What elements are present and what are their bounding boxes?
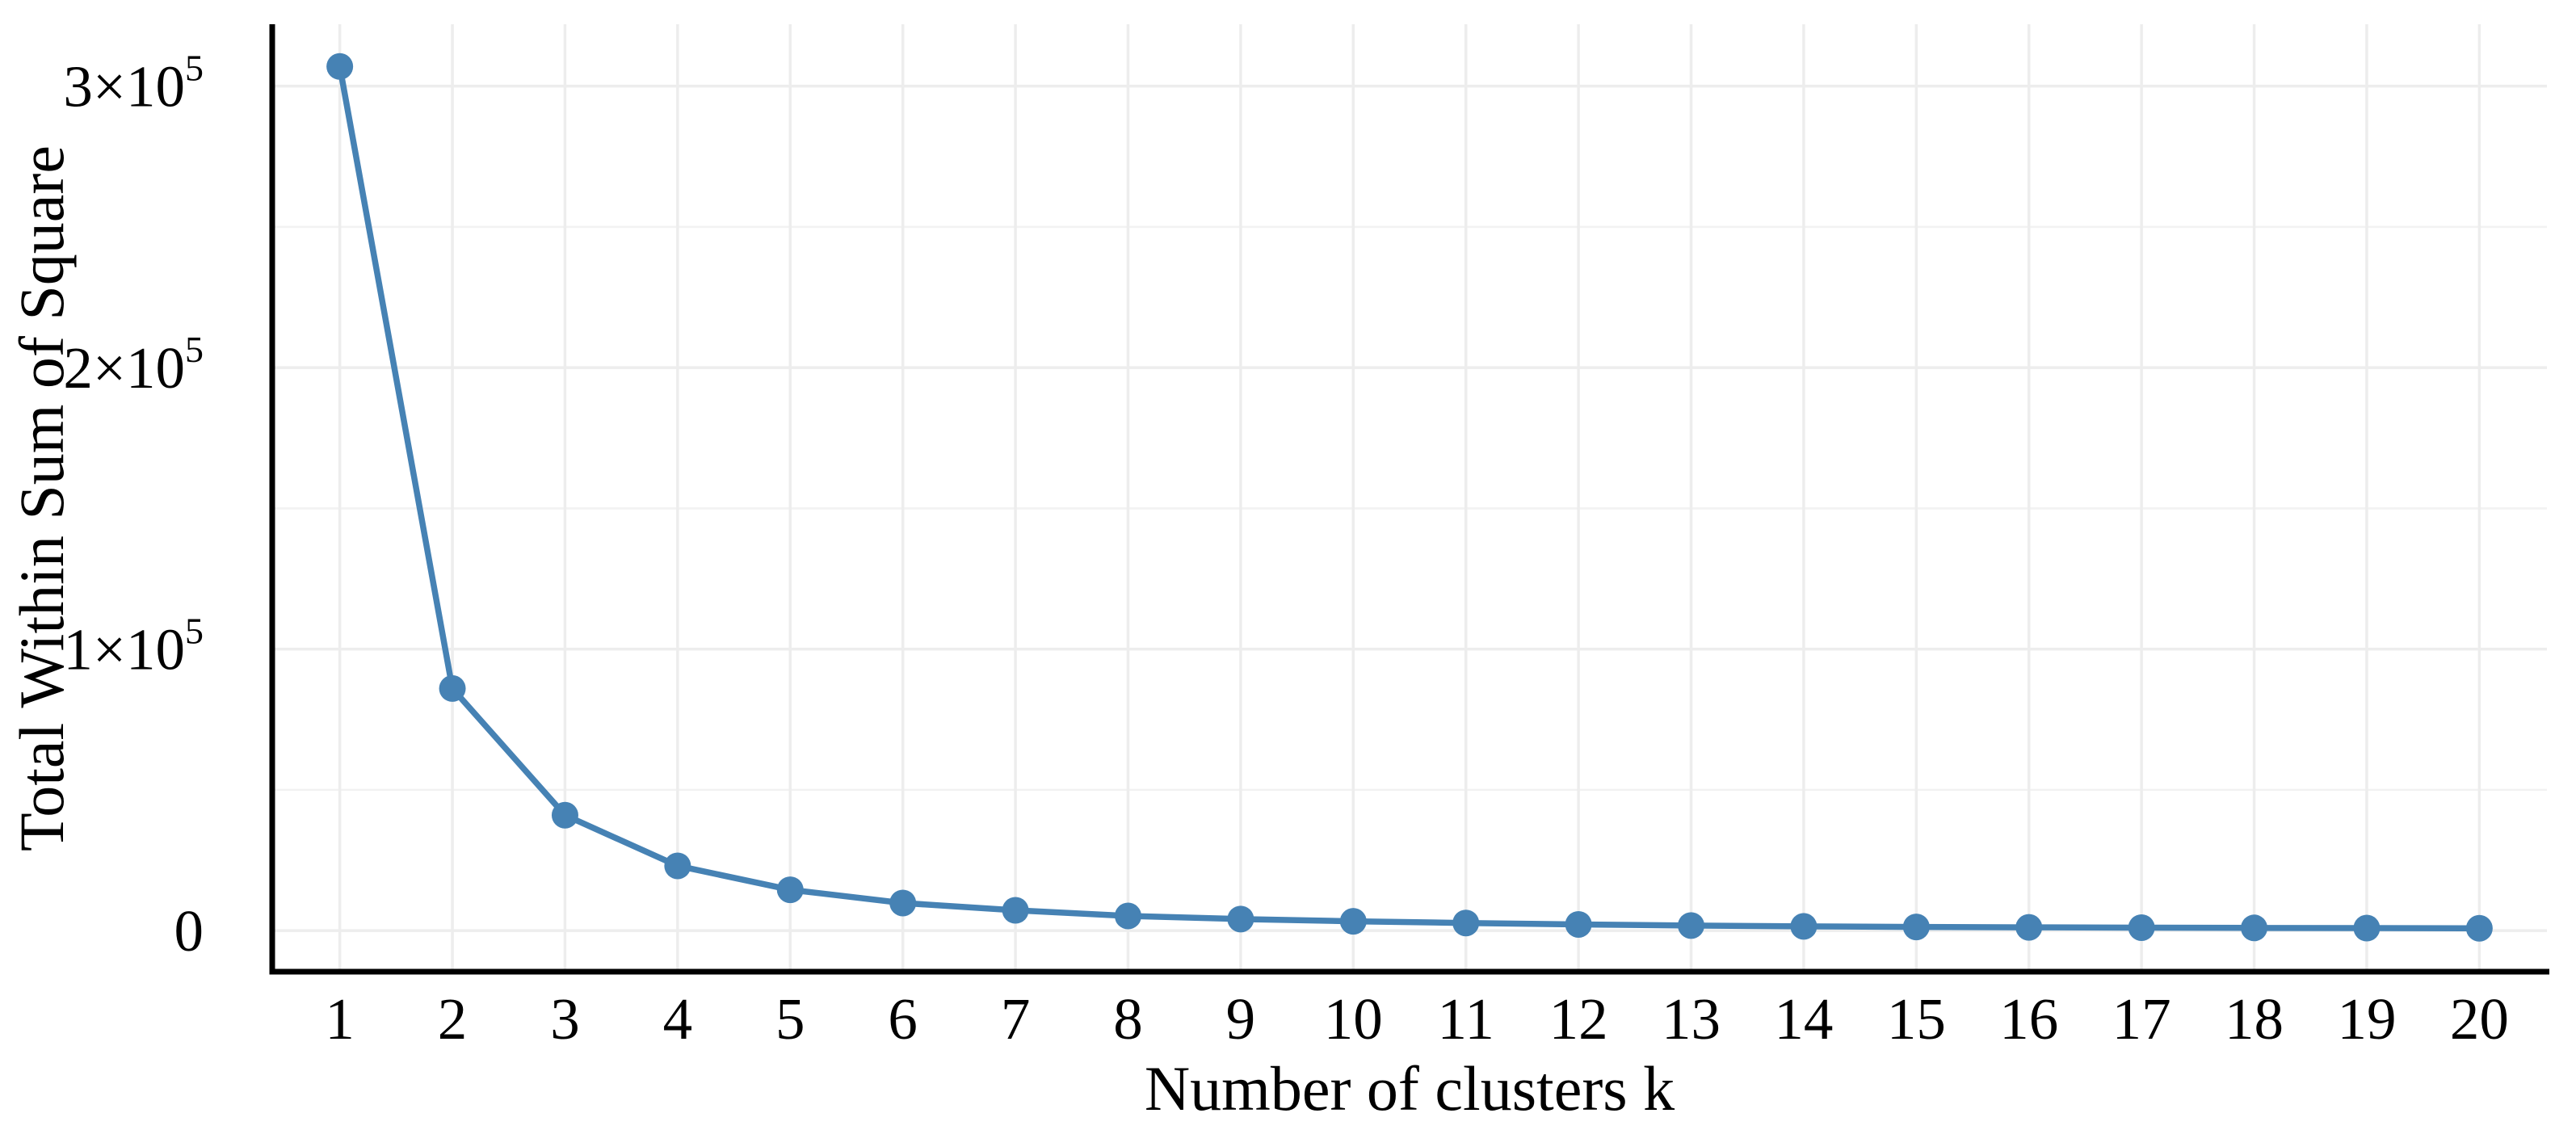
x-tick-label: 18 — [2225, 986, 2284, 1052]
x-tick-label: 9 — [1226, 986, 1256, 1052]
y-tick-label: 1×105 — [63, 611, 204, 683]
y-tick-label: 0 — [174, 898, 204, 964]
data-point — [664, 852, 691, 880]
x-tick-label: 3 — [550, 986, 580, 1052]
x-tick-label: 20 — [2450, 986, 2509, 1052]
data-point — [326, 53, 354, 80]
data-point — [1565, 910, 1592, 938]
data-point — [1114, 902, 1141, 930]
x-tick-label: 16 — [1999, 986, 2058, 1052]
x-tick-label: 15 — [1887, 986, 1946, 1052]
x-tick-label: 2 — [438, 986, 468, 1052]
wss-line — [336, 65, 2480, 932]
data-point — [1227, 905, 1254, 933]
axis-lines — [269, 24, 2549, 975]
x-tick-label: 6 — [888, 986, 918, 1052]
x-tick-label: 19 — [2337, 986, 2396, 1052]
data-point — [439, 674, 466, 702]
data-point — [2241, 914, 2268, 942]
x-tick-label: 4 — [663, 986, 693, 1052]
data-point — [1452, 909, 1480, 937]
data-point — [776, 876, 804, 904]
x-tick-label: 14 — [1774, 986, 1833, 1052]
data-point — [1790, 913, 1817, 940]
data-point — [2015, 914, 2043, 941]
x-tick-label: 1 — [325, 986, 355, 1052]
x-tick-label: 8 — [1113, 986, 1143, 1052]
x-tick-label: 17 — [2112, 986, 2171, 1052]
data-point — [1339, 908, 1367, 935]
x-axis-title: Number of clusters k — [1145, 1053, 1675, 1124]
data-point — [2128, 914, 2155, 941]
y-tick-label: 2×105 — [63, 329, 204, 401]
data-point — [2465, 914, 2493, 942]
data-point — [1902, 914, 1930, 941]
y-axis-title: Total Within Sum of Square — [6, 145, 77, 851]
x-tick-label: 10 — [1324, 986, 1383, 1052]
minor-gridlines — [272, 225, 2547, 792]
x-tick-label: 13 — [1662, 986, 1721, 1052]
y-tick-label: 3×105 — [63, 48, 204, 120]
x-tick-label: 12 — [1549, 986, 1608, 1052]
data-point — [1678, 912, 1705, 939]
x-tick-label: 5 — [775, 986, 805, 1052]
x-tick-label: 7 — [1001, 986, 1031, 1052]
major-gridlines — [272, 24, 2547, 972]
data-point — [551, 801, 578, 829]
data-point — [2353, 914, 2381, 942]
data-point — [1002, 897, 1029, 924]
data-series — [326, 53, 2493, 942]
data-point — [889, 889, 917, 917]
x-tick-label: 11 — [1438, 986, 1494, 1052]
